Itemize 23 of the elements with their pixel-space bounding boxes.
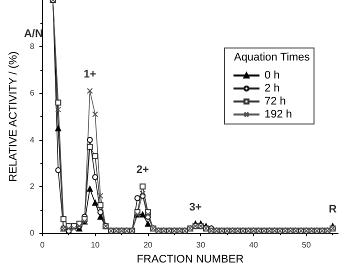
- y-tick-label: 2: [30, 182, 35, 191]
- annotation: 1+: [84, 68, 96, 80]
- legend-label: 72 h: [264, 96, 286, 108]
- x-tick-label: 10: [90, 240, 100, 250]
- annotation: 2+: [136, 164, 149, 176]
- y-tick-label: 6: [30, 88, 35, 98]
- y-tick-label: 0: [30, 228, 35, 238]
- annotation: 3+: [189, 201, 202, 214]
- x-tick-label: 0: [40, 240, 46, 250]
- y-axis-title: RELATIVE ACTIVITY / (%): [8, 51, 20, 182]
- legend-label: 2 h: [264, 82, 280, 94]
- legend-title: Aquation Times: [234, 52, 310, 64]
- legend-label: 0 h: [264, 70, 280, 82]
- x-tick-label: 40: [249, 240, 259, 250]
- y-tick-label: 4: [30, 135, 35, 144]
- x-tick-label: 20: [143, 240, 153, 250]
- annotation: R: [328, 204, 337, 216]
- x-tick-label: 50: [302, 240, 312, 250]
- y-tick-label: 8: [30, 42, 35, 52]
- annotation: A/N: [24, 28, 43, 40]
- x-tick-label: 30: [196, 240, 206, 250]
- x-axis-title: FRACTION NUMBER: [136, 254, 244, 266]
- legend-label: 192 h: [264, 108, 292, 120]
